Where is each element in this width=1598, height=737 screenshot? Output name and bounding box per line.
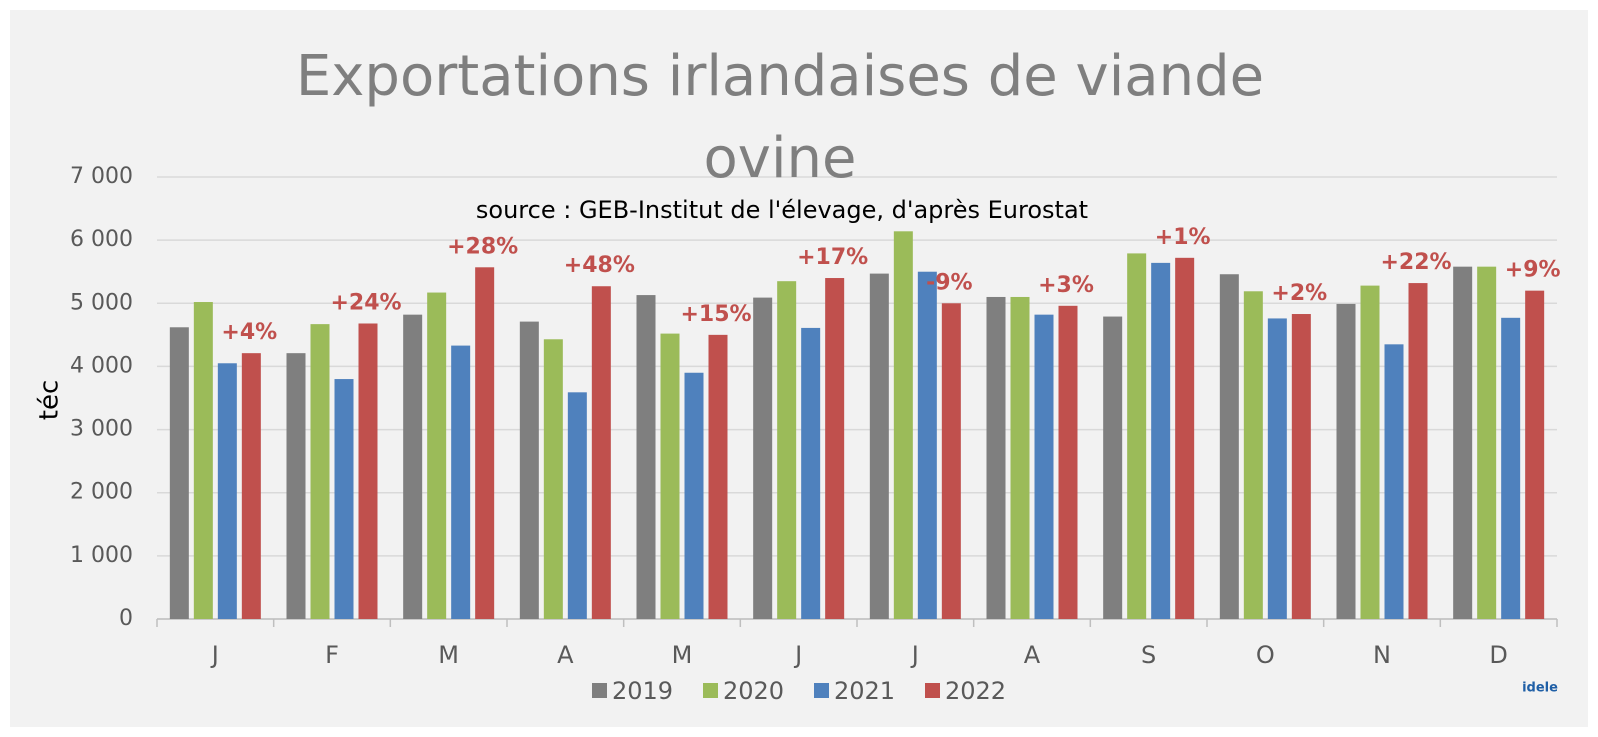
bar [1151, 262, 1171, 619]
bar [334, 379, 354, 619]
bar [1219, 274, 1239, 619]
legend-label: 2019 [612, 677, 673, 705]
logo: idele [1522, 681, 1558, 696]
bar [893, 231, 913, 619]
x-tick-label: J [210, 641, 219, 669]
x-tick-label: O [1256, 641, 1275, 669]
bar [193, 302, 213, 619]
bar [917, 271, 937, 619]
annotation: +3% [1038, 273, 1094, 298]
y-tick-label: 0 [119, 606, 133, 631]
bar [217, 363, 237, 619]
y-tick-label: 1 000 [70, 543, 133, 568]
bar [869, 273, 889, 619]
x-tick-label: M [672, 641, 693, 669]
x-tick-label: D [1489, 641, 1507, 669]
bar [801, 327, 821, 619]
bar [1360, 285, 1380, 619]
annotation: +2% [1271, 281, 1327, 306]
y-axis-label: téc [35, 380, 65, 421]
bar [1291, 314, 1311, 619]
annotation: +17% [797, 245, 868, 270]
chart-subtitle: source : GEB-Institut de l'élevage, d'ap… [476, 196, 1088, 224]
bar [1384, 344, 1404, 619]
bar [1501, 317, 1521, 619]
bar [451, 345, 471, 619]
y-tick-label: 4 000 [70, 353, 133, 378]
bar [941, 303, 961, 619]
bar [1175, 257, 1195, 619]
bar [1127, 253, 1147, 619]
y-tick-label: 5 000 [70, 290, 133, 315]
bar [169, 327, 189, 619]
x-tick-label: M [438, 641, 459, 669]
annotation: -9% [926, 270, 972, 295]
bar [825, 278, 845, 619]
bar [519, 321, 539, 619]
background [10, 10, 1588, 727]
bar [543, 339, 563, 619]
bar [1103, 316, 1123, 619]
bar [1243, 291, 1263, 619]
bar [475, 267, 495, 619]
legend-label: 2021 [834, 677, 895, 705]
annotation: +15% [680, 302, 751, 327]
x-tick-label: J [793, 641, 802, 669]
annotation: +48% [564, 253, 635, 278]
y-tick-label: 6 000 [70, 227, 133, 252]
x-tick-label: A [1024, 641, 1041, 669]
annotation: +24% [330, 290, 401, 315]
legend-swatch [703, 683, 718, 698]
annotation: +9% [1505, 258, 1561, 283]
bar [777, 281, 797, 619]
bar [591, 286, 611, 619]
annotation: +22% [1380, 250, 1451, 275]
bar [1267, 318, 1287, 619]
bar [1525, 290, 1545, 619]
bar [427, 292, 447, 619]
bar [1058, 305, 1078, 619]
legend-label: 2020 [723, 677, 784, 705]
annotation: +1% [1155, 225, 1211, 250]
bar [1477, 266, 1497, 619]
y-tick-label: 7 000 [70, 164, 133, 189]
x-tick-label: J [910, 641, 919, 669]
chart-title: Exportations irlandaises de viande ovine [295, 44, 1265, 191]
annotation: +28% [447, 234, 518, 259]
bar [1010, 296, 1030, 619]
bar [1034, 314, 1054, 619]
x-tick-label: N [1373, 641, 1391, 669]
bar [403, 314, 423, 619]
x-tick-label: F [325, 641, 339, 669]
y-tick-label: 3 000 [70, 417, 133, 442]
bar [241, 353, 261, 619]
bar [684, 372, 704, 619]
legend-swatch [925, 683, 940, 698]
legend-swatch [592, 683, 607, 698]
x-tick-label: S [1141, 641, 1156, 669]
bar [358, 323, 378, 619]
bar [1453, 266, 1473, 619]
x-tick-label: A [557, 641, 574, 669]
bar [986, 296, 1006, 619]
bar [753, 297, 773, 619]
bar [1408, 283, 1428, 619]
bar [567, 392, 587, 619]
bar [660, 333, 680, 619]
legend-swatch [814, 683, 829, 698]
annotation: +4% [221, 320, 277, 345]
y-tick-label: 2 000 [70, 480, 133, 505]
bar [310, 324, 330, 619]
bar [286, 353, 306, 619]
bar [1336, 303, 1356, 619]
legend-label: 2022 [945, 677, 1006, 705]
bar [708, 334, 728, 619]
bar [636, 295, 656, 619]
